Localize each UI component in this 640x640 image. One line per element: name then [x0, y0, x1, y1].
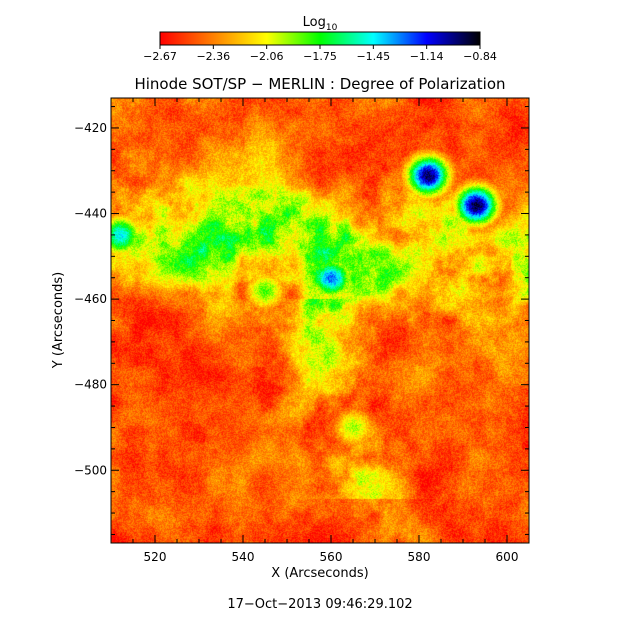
axes: 520 540 560 580 600 −420 −440 −460 −480 −500 [74, 98, 530, 564]
colorbar-tick-label: −2.36 [196, 50, 230, 63]
colorbar-tick-label: −2.67 [143, 50, 177, 63]
plot-area: 520 540 560 580 600 −420 −440 −460 −480 −500 [74, 97, 530, 564]
colorbar-tick-label: −1.14 [410, 50, 444, 63]
colorbar-tick-label: −2.06 [250, 50, 284, 63]
colorbar-label: Log10 [303, 15, 338, 33]
colorbar-tick-label: −1.45 [356, 50, 390, 63]
polarization-heatmap [111, 98, 529, 543]
x-tick-label: 600 [496, 550, 519, 564]
x-tick-label: 560 [320, 550, 343, 564]
x-tick-label: 520 [144, 550, 167, 564]
y-tick-label: −440 [74, 207, 107, 221]
x-tick-label: 540 [232, 550, 255, 564]
colorbar-ticks: −2.67 −2.36 −2.06 −1.75 −1.45 −1.14 −0.84 [143, 45, 497, 63]
y-tick-label: −460 [74, 292, 107, 306]
x-axis-label: X (Arcseconds) [271, 566, 368, 581]
y-tick-label: −480 [74, 378, 107, 392]
colorbar-label-base: Log [303, 15, 326, 30]
y-tick-label: −420 [74, 121, 107, 135]
y-axis-label: Y (Arcseconds) [51, 272, 66, 369]
y-tick-label: −500 [74, 463, 107, 477]
colorbar-gradient [159, 31, 481, 46]
colorbar-tick-label: −1.75 [303, 50, 337, 63]
colorbar-tick-label: −0.84 [463, 50, 497, 63]
chart-title: Hinode SOT/SP − MERLIN : Degree of Polar… [134, 75, 505, 93]
x-tick-label: 580 [408, 550, 431, 564]
colorbar-label-subscript: 10 [326, 23, 338, 33]
timestamp: 17−Oct−2013 09:46:29.102 [227, 597, 412, 612]
colorbar: Log10 −2.67 −2.36 −2.06 −1.75 −1.45 −1.14 −0.8… [143, 15, 497, 63]
